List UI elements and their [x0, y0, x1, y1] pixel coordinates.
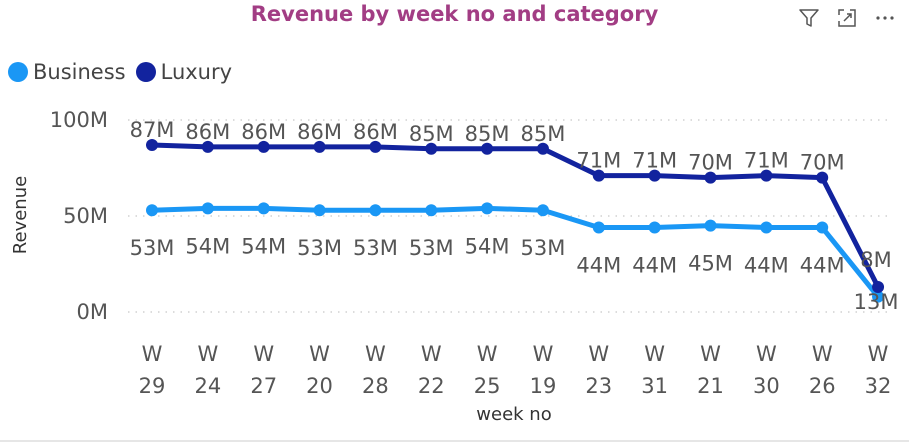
data-point-business[interactable] [257, 202, 270, 215]
data-label-business: 54M [185, 234, 230, 258]
data-point-luxury[interactable] [146, 138, 158, 151]
series-line-business [149, 205, 881, 300]
data-label-business: 45M [688, 252, 733, 276]
data-point-luxury[interactable] [369, 140, 382, 153]
data-label-luxury: 87M [130, 118, 175, 142]
data-point-luxury[interactable] [872, 281, 885, 294]
x-tick-label: W 19 [530, 342, 557, 398]
data-label-luxury: 86M [241, 120, 286, 144]
data-label-luxury: 13M [854, 290, 899, 314]
legend-label-business: Business [33, 60, 126, 84]
visual-bottom-border [0, 440, 909, 442]
data-label-business: 44M [632, 254, 677, 278]
data-label-business: 53M [409, 236, 454, 260]
filter-icon[interactable] [797, 6, 821, 30]
data-point-luxury[interactable] [816, 171, 829, 184]
data-label-business: 44M [800, 254, 845, 278]
data-label-business: 53M [353, 236, 398, 260]
x-tick-label: W 32 [865, 342, 892, 398]
data-point-business[interactable] [313, 204, 326, 217]
y-tick-label: 0M [77, 300, 108, 324]
legend-swatch-business [8, 62, 28, 82]
legend-item-luxury[interactable]: Luxury [135, 60, 233, 84]
data-label-luxury: 86M [185, 120, 230, 144]
y-axis-title: Revenue [10, 176, 31, 254]
data-label-business: 54M [465, 234, 510, 258]
x-tick-label: W 29 [139, 342, 166, 398]
x-tick-label: W 20 [306, 342, 333, 398]
data-point-business[interactable] [536, 204, 549, 217]
x-axis-ticks: W 29 W 24 W 27 W 20 W 28 W 22 W 25 W 19 W 23 W 31 W 21 W 30 W 26 W… [139, 342, 892, 398]
data-point-luxury[interactable] [425, 142, 438, 155]
data-label-luxury: 71M [744, 149, 789, 173]
data-point-business[interactable] [369, 204, 382, 217]
x-tick-label: W 31 [641, 342, 668, 398]
data-label-luxury: 71M [576, 149, 621, 173]
data-label-business: 44M [576, 254, 621, 278]
legend: Business Luxury [8, 60, 232, 84]
data-point-business[interactable] [201, 202, 214, 215]
data-point-business[interactable] [872, 290, 885, 303]
x-tick-label: W 24 [194, 342, 221, 398]
data-point-business[interactable] [592, 221, 605, 234]
data-label-luxury: 71M [632, 149, 677, 173]
data-point-business[interactable] [760, 221, 773, 234]
x-tick-label: W 21 [697, 342, 724, 398]
data-point-luxury[interactable] [313, 140, 326, 153]
x-tick-label: W 27 [250, 342, 277, 398]
data-labels: 53M 54M 54M 53M 53M 53M 54M 53M 44M 44M 45M 44M 44M 8… [130, 118, 899, 314]
data-label-luxury: 86M [297, 120, 342, 144]
y-tick-label: 100M [50, 108, 108, 132]
legend-item-business[interactable]: Business [8, 60, 126, 84]
data-label-business: 53M [521, 236, 566, 260]
data-label-luxury: 85M [465, 122, 510, 146]
data-label-business: 54M [241, 234, 286, 258]
data-label-luxury: 86M [353, 120, 398, 144]
x-tick-label: W 25 [474, 342, 501, 398]
x-tick-label: W 26 [809, 342, 836, 398]
data-point-business[interactable] [425, 204, 438, 217]
data-label-business: 53M [130, 236, 175, 260]
visual-toolbar [797, 6, 897, 30]
data-point-business[interactable] [704, 219, 717, 232]
y-tick-label: 50M [63, 204, 108, 228]
legend-swatch-luxury [135, 62, 156, 82]
data-point-luxury[interactable] [201, 140, 214, 153]
data-label-luxury: 70M [688, 151, 733, 175]
data-label-business: 44M [744, 254, 789, 278]
data-point-luxury[interactable] [257, 140, 270, 153]
x-axis-title: week no [476, 404, 551, 425]
data-point-luxury[interactable] [592, 169, 605, 182]
data-point-luxury[interactable] [481, 142, 494, 155]
legend-label-luxury: Luxury [160, 60, 233, 84]
focus-mode-icon[interactable] [835, 6, 859, 30]
series-line-luxury [149, 142, 881, 290]
more-options-icon[interactable] [873, 6, 897, 30]
data-point-business[interactable] [648, 221, 661, 234]
series-lines [146, 138, 885, 303]
data-label-business: 53M [297, 236, 342, 260]
data-point-luxury[interactable] [760, 169, 773, 182]
x-tick-label: W 23 [585, 342, 612, 398]
data-point-business[interactable] [816, 221, 829, 234]
data-point-business[interactable] [481, 202, 494, 215]
data-point-business[interactable] [146, 204, 158, 217]
data-label-luxury: 70M [800, 151, 845, 175]
y-axis-ticks: 0M 50M 100M [50, 108, 108, 324]
data-label-luxury: 85M [521, 122, 566, 146]
chart-title: Revenue by week no and category [250, 2, 659, 26]
x-tick-label: W 22 [418, 342, 445, 398]
data-point-luxury[interactable] [648, 169, 661, 182]
x-tick-label: W 30 [753, 342, 780, 398]
data-label-luxury: 85M [409, 122, 454, 146]
x-tick-label: W 28 [362, 342, 389, 398]
data-point-luxury[interactable] [704, 171, 717, 184]
data-label-business: 8M [860, 248, 891, 272]
data-point-luxury[interactable] [536, 142, 549, 155]
